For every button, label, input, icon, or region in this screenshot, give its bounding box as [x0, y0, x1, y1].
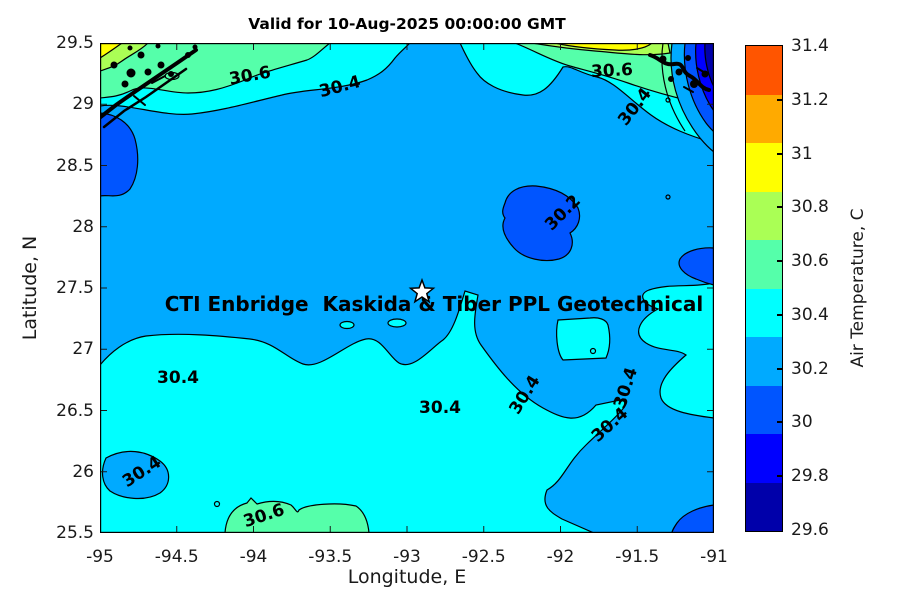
y-tick-label: 29.5 [56, 33, 94, 53]
x-tick-label: -91 [700, 547, 728, 567]
colorbar-tick-label: 30.4 [791, 304, 829, 325]
colorbar-tick-mark [777, 98, 782, 101]
y-axis-label: Latitude, N [19, 235, 41, 341]
colorbar-segment [746, 94, 782, 143]
contour-region [704, 43, 714, 88]
colorbar-tick-mark [777, 421, 782, 424]
contour-region [100, 43, 331, 99]
colorbar-segment [746, 337, 782, 386]
contour-region [556, 317, 611, 361]
colorbar-segment [746, 288, 782, 337]
x-tick-label: -93.5 [308, 547, 353, 567]
colorbar-segment [746, 482, 782, 531]
y-tick-label: 28 [72, 216, 94, 237]
y-tick-label: 26.5 [56, 400, 94, 421]
colorbar-tick-mark [777, 475, 782, 478]
colorbar-segment [746, 191, 782, 240]
x-tick-label: -93 [393, 547, 421, 567]
colorbar-tick-label: 30.2 [791, 358, 829, 379]
y-tick-label: 28.5 [56, 155, 94, 176]
site-annotation: CTI Enbridge Kaskida & Tiber PPL Geotech… [165, 292, 704, 316]
contour-region [224, 497, 370, 533]
island-specks [164, 71, 671, 508]
colorbar-tick-label: 29.8 [791, 466, 829, 487]
y-tick-label: 27 [72, 339, 94, 360]
colorbar-tick-mark [777, 313, 782, 316]
contour-value-label: 30.6 [591, 60, 634, 82]
x-tick-label: -92 [546, 547, 575, 567]
contour-regions [100, 43, 714, 533]
colorbar [745, 45, 783, 532]
colorbar-segment [746, 143, 782, 192]
contour-region [554, 43, 653, 51]
contour-region [387, 318, 407, 328]
colorbar-label: Air Temperature, C [848, 208, 868, 368]
contour-region [678, 247, 714, 286]
colorbar-segment [746, 240, 782, 289]
colorbar-tick-mark [777, 260, 782, 263]
x-axis-label: Longitude, E [347, 566, 467, 588]
contour-region [638, 282, 714, 419]
x-tick-label: -95 [86, 547, 114, 567]
y-tick-label: 26 [72, 461, 94, 482]
colorbar-tick-mark [777, 152, 782, 155]
y-tick-label: 27.5 [56, 278, 94, 298]
y-tick-label: 25.5 [56, 523, 94, 543]
colorbar-tick-label: 31.4 [791, 36, 829, 56]
contour-region [100, 290, 628, 533]
contour-region [339, 320, 355, 330]
site-star-marker [408, 277, 436, 304]
x-tick-label: -94 [239, 547, 268, 567]
y-tick-label: 29 [72, 94, 94, 115]
contour-region [100, 112, 139, 197]
colorbar-tick-label: 30.8 [791, 197, 829, 218]
contour-plot: 30.6 30.430.630.430.230.430.4 30.430.430.4… [100, 43, 714, 533]
colorbar-tick-label: 31.2 [791, 89, 829, 110]
contour-region [101, 450, 170, 500]
colorbar-tick-label: 30.6 [791, 251, 829, 272]
colorbar-segment [746, 385, 782, 434]
figure-title: Valid for 10-Aug-2025 00:00:00 GMT [248, 15, 566, 33]
plot-border [100, 43, 714, 533]
colorbar-tick-mark [777, 367, 782, 370]
contour-value-label: 30.4 [157, 368, 199, 388]
colorbar-segment [746, 46, 782, 95]
colorbar-tick-label: 30 [791, 412, 813, 433]
x-tick-label: -91.5 [615, 547, 660, 567]
contour-region [502, 185, 581, 262]
contour-value-label: 30.4 [419, 398, 461, 418]
coastline [100, 43, 711, 129]
x-tick-label: -92.5 [461, 547, 506, 567]
colorbar-segment [746, 434, 782, 483]
colorbar-tick-label: 29.6 [791, 520, 829, 541]
x-tick-label: -94.5 [154, 547, 199, 567]
colorbar-tick-mark [777, 206, 782, 209]
colorbar-tick-label: 31 [791, 143, 813, 164]
contour-line [661, 43, 686, 132]
